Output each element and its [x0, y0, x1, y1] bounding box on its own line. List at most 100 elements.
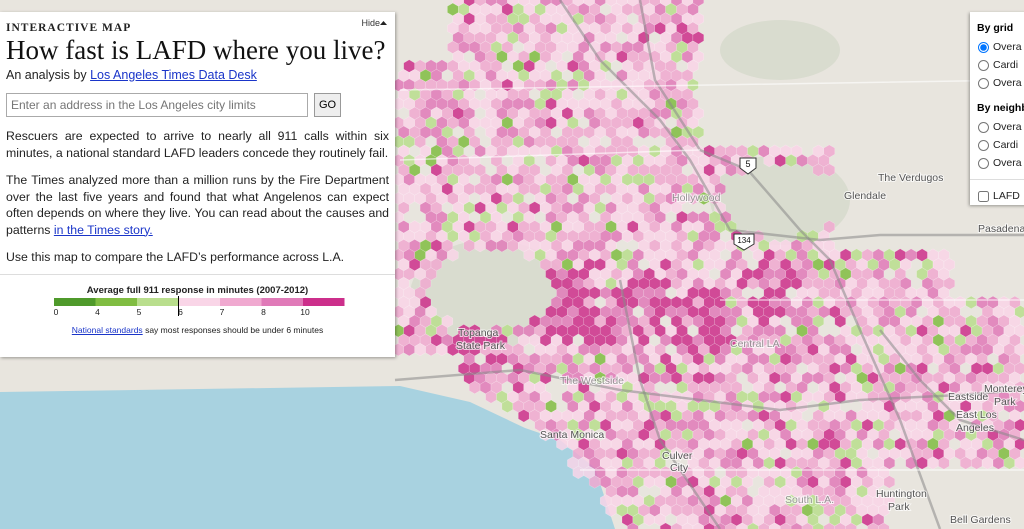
legend-swatch — [178, 297, 220, 306]
hex-cell — [692, 31, 705, 45]
search: GO — [6, 93, 389, 117]
option-label[interactable]: Cardi — [993, 59, 1019, 71]
place-label: Glendale — [844, 190, 886, 202]
hex-cell — [714, 522, 726, 529]
place-label: East Los — [956, 409, 997, 421]
ocean — [0, 386, 615, 529]
freeway — [558, 0, 1024, 242]
radio[interactable] — [978, 139, 989, 151]
place-label: South L.A. — [785, 494, 834, 506]
legend-note: National standards say most responses sh… — [6, 325, 389, 335]
option[interactable]: Overa — [970, 118, 1024, 136]
legend-swatch — [220, 297, 262, 306]
option-label[interactable]: Cardi — [993, 139, 1019, 151]
legend-tick-label: 8 — [261, 307, 266, 317]
hex-cell — [938, 456, 950, 470]
radio[interactable] — [978, 121, 989, 133]
place-label: Culver — [662, 450, 693, 462]
hex-cell — [867, 522, 879, 529]
hex-cell — [878, 503, 890, 517]
radio[interactable] — [978, 59, 989, 71]
hex-cell — [692, 522, 705, 529]
hex-cell — [883, 475, 896, 489]
hex-cell — [769, 522, 781, 529]
hex-cell — [878, 522, 890, 529]
shield-label: 5 — [745, 159, 750, 169]
legend-tick-label: 10 — [300, 307, 310, 317]
hex-cell — [812, 522, 825, 529]
kicker: INTERACTIVE MAP — [6, 22, 132, 34]
hex-cell — [758, 522, 770, 529]
byline-link[interactable]: Los Angeles Times Data Desk — [90, 68, 257, 82]
place-label: Santa Monica — [540, 429, 604, 441]
hex-cell — [627, 522, 639, 529]
paragraph-text: The Times analyzed more than a million r… — [6, 173, 389, 237]
park — [710, 155, 850, 245]
freeway — [638, 0, 942, 529]
hex-cell — [1014, 456, 1024, 470]
hex-cell — [834, 522, 846, 529]
option-label[interactable]: Overa — [993, 121, 1022, 133]
place-label: City — [670, 462, 689, 474]
option[interactable]: Cardi — [970, 56, 1024, 74]
roads — [394, 0, 1024, 529]
title: How fast is LAFD where you live? — [6, 35, 386, 65]
radio[interactable] — [978, 77, 989, 89]
place-label: Hollywood — [672, 192, 721, 204]
legend-tick-label: 5 — [137, 307, 142, 317]
hex-cell — [736, 522, 748, 529]
note-link[interactable]: National standards — [71, 324, 143, 335]
hex-cell — [845, 522, 857, 529]
hex-cell — [747, 522, 759, 529]
place-label: Eastside — [948, 391, 988, 403]
paragraph: Use this map to compare the LAFD’s perfo… — [6, 250, 345, 264]
legend-tick-label: 0 — [54, 307, 59, 317]
shield: 134 — [733, 233, 755, 251]
place-label: The Verdugos — [878, 172, 943, 184]
checkbox[interactable] — [978, 190, 989, 202]
place-label: The Westside — [560, 375, 624, 387]
option-label[interactable]: Overa — [993, 157, 1022, 169]
option-label[interactable]: Overa — [993, 77, 1022, 89]
info-panel: INTERACTIVE MAP Hide How fast is LAFD wh… — [0, 12, 395, 357]
legend-swatch — [95, 297, 137, 306]
address-input[interactable] — [6, 93, 308, 117]
hide-button[interactable]: Hide — [361, 18, 387, 28]
go-button[interactable]: GO — [314, 93, 342, 117]
option[interactable]: LAFD — [970, 187, 1024, 205]
hex-cell — [801, 522, 814, 529]
option[interactable]: Overa — [970, 38, 1024, 56]
paragraph: Rescuers are expected to arrive to nearl… — [6, 129, 389, 160]
option-label[interactable]: LAFD — [993, 190, 1020, 202]
note-text: say most responses should be under 6 min… — [145, 324, 324, 335]
hex-cell — [725, 522, 737, 529]
legend-tick-label: 4 — [95, 307, 100, 317]
story-link[interactable]: in the Times story. — [53, 222, 153, 237]
place-label: Angeles — [956, 422, 994, 434]
option[interactable]: Overa — [970, 74, 1024, 92]
radio[interactable] — [978, 41, 989, 53]
option-label[interactable]: Overa — [993, 41, 1022, 53]
radio[interactable] — [978, 157, 989, 169]
freeway — [394, 368, 1024, 412]
place-label: Park — [994, 396, 1016, 408]
freeway — [618, 279, 722, 529]
place-label: Central LA — [730, 338, 780, 350]
road — [399, 79, 1024, 471]
park — [720, 20, 840, 80]
hex-cell — [447, 248, 459, 262]
option[interactable]: Cardi — [970, 136, 1024, 154]
legend-swatch — [54, 297, 96, 306]
option[interactable]: Overa — [970, 154, 1024, 172]
freeway — [879, 329, 1024, 442]
hide-label[interactable]: Hide — [361, 18, 380, 28]
hex-cell — [681, 522, 694, 529]
legend-tick-label: 6 — [178, 307, 183, 317]
hex-cell — [605, 31, 617, 45]
hex-cell — [779, 522, 792, 529]
place-label: Topanga — [458, 327, 498, 339]
options-panel: By grid Overa Cardi Overa By neighb Overa Card… — [970, 12, 1024, 205]
hide-icon — [380, 21, 387, 25]
shield-label: 134 — [737, 236, 751, 245]
